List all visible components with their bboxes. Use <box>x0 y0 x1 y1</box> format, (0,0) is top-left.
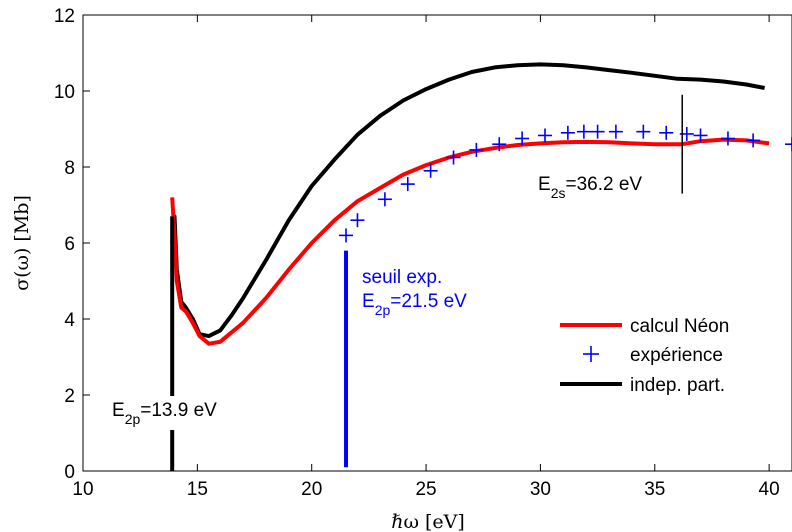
data-point-exp-rience <box>590 124 605 139</box>
legend-label-experience: expérience <box>630 345 723 366</box>
series-line-calcul-n-on <box>170 137 770 346</box>
y-axis-title: σ(ω) [Mb] <box>11 195 33 291</box>
x-tick-label: 10 <box>72 479 93 500</box>
series-layer <box>170 62 792 346</box>
data-point-exp-rience <box>746 133 761 148</box>
data-point-exp-rience <box>636 124 651 139</box>
y-tick-label: 0 <box>64 462 75 483</box>
data-point-exp-rience <box>608 124 623 139</box>
x-tick-label: 35 <box>644 479 665 500</box>
x-tick-label: 30 <box>530 479 551 500</box>
data-point-exp-rience <box>537 128 552 143</box>
data-point-exp-rience <box>492 137 507 152</box>
seuil-exp-energy-label: E2p=21.5 eV <box>362 291 467 318</box>
e2p-calc-label-bg <box>107 396 275 430</box>
e2s-label-sub: 2s <box>551 185 566 201</box>
seuil-exp-label-sub: 2p <box>375 302 391 318</box>
data-point-exp-rience <box>785 137 792 152</box>
y-tick-label: 4 <box>64 310 75 331</box>
seuil-exp-label: seuil exp. <box>362 267 442 288</box>
e2s-label-value: =36.2 eV <box>565 174 642 195</box>
y-tick-label: 10 <box>54 82 75 103</box>
e2p-calc-label-sub: 2p <box>125 411 141 427</box>
legend: calcul Néon expérience indep. part. <box>548 309 770 406</box>
e2p-calc-label-value: =13.9 eV <box>140 400 217 421</box>
x-tick-label: 15 <box>187 479 208 500</box>
y-tick-label: 8 <box>64 158 75 179</box>
data-point-exp-rience <box>423 163 438 178</box>
seuil-exp-label-main: E <box>362 291 375 312</box>
x-axis-title: ℏω [eV] <box>391 511 465 532</box>
e2s-label-main: E <box>538 174 551 195</box>
y-tick-label: 12 <box>54 6 75 27</box>
x-tick-label: 20 <box>301 479 322 500</box>
data-point-exp-rience <box>469 142 484 157</box>
data-point-exp-rience <box>693 128 708 143</box>
y-tick-label: 2 <box>64 386 75 407</box>
legend-label-indep: indep. part. <box>630 375 725 396</box>
e2p-calc-label-main: E <box>112 400 125 421</box>
data-point-exp-rience <box>400 177 415 192</box>
legend-swatch-experience <box>583 346 599 362</box>
data-point-exp-rience <box>446 150 461 165</box>
data-point-exp-rience <box>659 125 674 140</box>
data-point-exp-rience <box>515 131 530 146</box>
data-point-exp-rience <box>350 213 365 228</box>
annotation-layer: E2p=13.9 eV seuil exp. E2p=21.5 eV E2s=3… <box>107 94 683 471</box>
y-tick-label: 6 <box>64 234 75 255</box>
data-point-exp-rience <box>377 192 392 207</box>
e2p-calc-label: E2p=13.9 eV <box>112 400 217 427</box>
data-point-exp-rience <box>560 125 575 140</box>
seuil-exp-label-value: =21.5 eV <box>390 291 467 312</box>
data-point-exp-rience <box>576 124 591 139</box>
e2s-label: E2s=36.2 eV <box>538 174 642 201</box>
legend-label-calcul: calcul Néon <box>630 316 729 337</box>
ticks-layer: 10 15 20 25 30 35 40 0 2 4 6 8 10 12 <box>54 6 780 500</box>
data-point-exp-rience <box>339 228 354 243</box>
data-point-exp-rience <box>720 131 735 146</box>
x-tick-label: 40 <box>759 479 780 500</box>
x-tick-label: 25 <box>415 479 436 500</box>
